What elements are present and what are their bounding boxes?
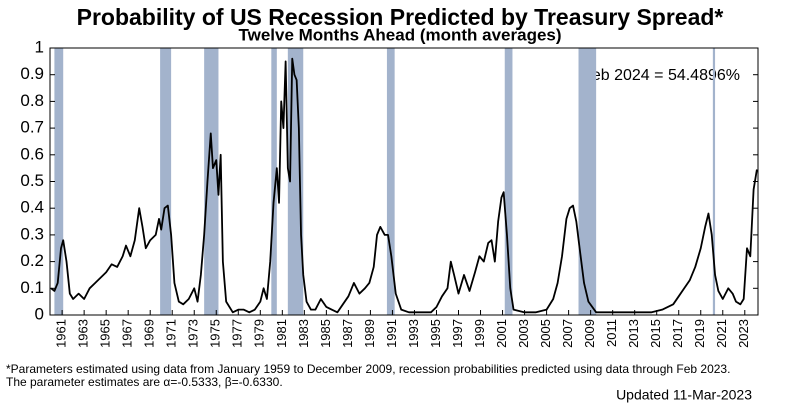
y-tick-label: 0.2 [20, 251, 44, 270]
x-tick-label: 1993 [406, 319, 421, 348]
x-tick-label: 1971 [164, 319, 179, 348]
updated-note: Updated 11-Mar-2023 [616, 387, 752, 403]
x-tick-label: 1975 [208, 319, 223, 348]
x-tick-label: 1991 [384, 319, 399, 348]
x-tick-label: 2013 [626, 319, 641, 348]
y-tick-label: 0 [35, 304, 44, 323]
y-tick-label: 0.9 [20, 64, 44, 83]
x-tick-label: 2019 [692, 319, 707, 348]
x-tick-label: 1967 [120, 319, 135, 348]
x-tick-label: 1999 [472, 319, 487, 348]
x-tick-label: 1961 [54, 319, 69, 348]
y-tick-label: 0.1 [20, 278, 44, 297]
x-tick-label: 2011 [604, 319, 619, 347]
x-tick-label: 1965 [98, 319, 113, 348]
x-tick-label: 1963 [76, 319, 91, 348]
recession-band [386, 48, 395, 315]
x-tick-label: 2001 [494, 319, 509, 348]
probability-line [50, 57, 758, 314]
x-tick-label: 1973 [186, 319, 201, 348]
footnote: The parameter estimates are α=-0.5333, β… [6, 375, 283, 389]
recession-band [160, 48, 172, 315]
y-tick-label: 0.4 [20, 198, 44, 217]
chart-subtitle: Twelve Months Ahead (month averages) [238, 25, 561, 44]
x-tick-label: 2009 [582, 319, 597, 348]
recession-band [271, 48, 277, 315]
y-tick-label: 0.8 [20, 91, 44, 110]
x-tick-label: 1995 [428, 319, 443, 348]
plot-frame [49, 47, 759, 316]
x-tick-label: 2003 [516, 319, 531, 348]
x-tick-label: 1979 [252, 319, 267, 348]
x-tick-label: 1997 [450, 319, 465, 348]
x-tick-label: 1969 [142, 319, 157, 348]
footnote: *Parameters estimated using data from Ja… [6, 362, 730, 376]
x-tick-label: 2017 [670, 319, 685, 348]
y-tick-label: 0.5 [20, 171, 44, 190]
recession-band [578, 48, 597, 315]
y-tick-label: 0.6 [20, 144, 44, 163]
recession-band [54, 48, 64, 315]
x-tick-label: 1983 [296, 319, 311, 348]
chart-title: Probability of US Recession Predicted by… [77, 4, 724, 30]
x-tick-label: 2021 [714, 319, 729, 348]
x-tick-label: 1981 [274, 319, 289, 348]
y-tick-label: 1 [35, 37, 44, 56]
x-tick-label: 1985 [318, 319, 333, 348]
annotation: Feb 2024 = 54.4896% [582, 67, 740, 84]
x-tick-label: 2015 [648, 319, 663, 348]
recession-band [712, 48, 716, 315]
y-tick-label: 0.7 [20, 118, 44, 137]
x-tick-label: 2005 [538, 319, 553, 348]
y-tick-label: 0.3 [20, 224, 44, 243]
recession-band [504, 48, 513, 315]
x-tick-label: 1977 [230, 319, 245, 348]
recession-band [204, 48, 219, 315]
x-tick-label: 2007 [560, 319, 575, 348]
x-tick-label: 2023 [736, 319, 751, 348]
x-tick-label: 1987 [340, 319, 355, 348]
x-tick-label: 1989 [362, 319, 377, 348]
